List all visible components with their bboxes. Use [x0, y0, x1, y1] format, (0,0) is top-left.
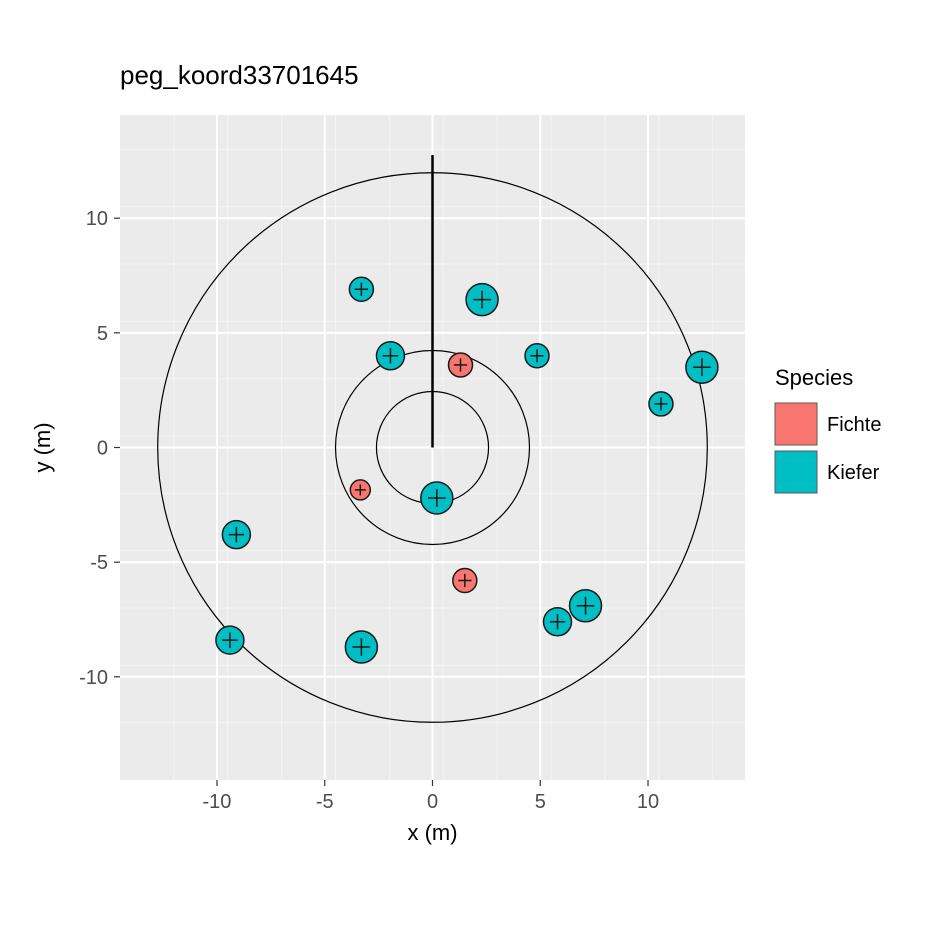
x-tick-label: -10 [203, 791, 232, 813]
x-tick-label: 5 [535, 791, 546, 813]
y-tick-label: 10 [86, 208, 108, 230]
x-tick-label: 10 [637, 791, 659, 813]
x-tick-label: 0 [427, 791, 438, 813]
x-tick-label: -5 [316, 791, 334, 813]
legend-label: Fichte [827, 414, 881, 436]
y-tick-label: -10 [79, 667, 108, 689]
legend-key [775, 451, 817, 493]
y-axis-title: y (m) [30, 422, 55, 472]
legend-label: Kiefer [827, 462, 880, 484]
y-tick-label: -5 [90, 552, 108, 574]
chart-container: -10 -5 0 5 10 -10 -5 0 5 10 x (m) y (m) peg_koord337… [0, 0, 940, 940]
x-axis-title: x (m) [407, 820, 457, 845]
legend: Species Fichte Kiefer [775, 365, 881, 493]
legend-title: Species [775, 365, 853, 390]
chart-title: peg_koord33701645 [120, 60, 359, 90]
legend-key [775, 403, 817, 445]
scatter-chart: -10 -5 0 5 10 -10 -5 0 5 10 x (m) y (m) peg_koord337… [0, 0, 940, 940]
y-tick-label: 0 [97, 438, 108, 460]
y-tick-label: 5 [97, 323, 108, 345]
